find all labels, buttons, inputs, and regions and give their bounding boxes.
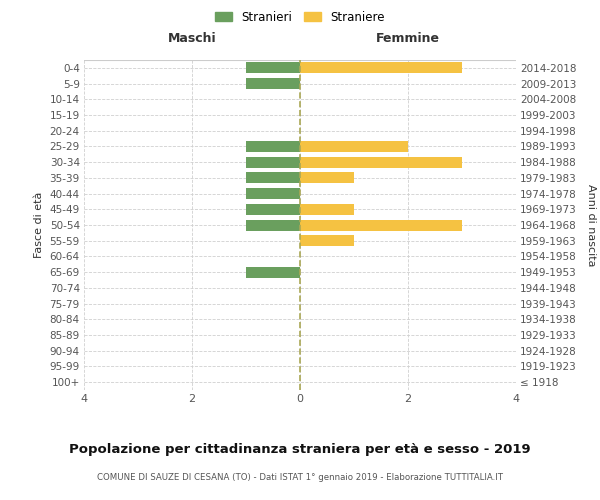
Bar (246, 141, 300, 152)
Y-axis label: Anni di nascita: Anni di nascita (586, 184, 596, 266)
Text: COMUNE DI SAUZE DI CESANA (TO) - Dati ISTAT 1° gennaio 2019 - Elaborazione TUTTI: COMUNE DI SAUZE DI CESANA (TO) - Dati IS… (97, 472, 503, 482)
Bar (246, 204, 300, 215)
Bar (300, 156, 462, 168)
Bar (246, 62, 300, 74)
Text: Popolazione per cittadinanza straniera per età e sesso - 2019: Popolazione per cittadinanza straniera p… (69, 442, 531, 456)
Legend: Stranieri, Straniere: Stranieri, Straniere (211, 6, 389, 28)
Bar (246, 78, 300, 89)
Bar (246, 156, 300, 168)
Bar (300, 62, 462, 74)
Bar (300, 141, 408, 152)
Bar (300, 172, 354, 184)
Bar (300, 235, 354, 246)
Text: Maschi: Maschi (167, 32, 217, 45)
Y-axis label: Fasce di età: Fasce di età (34, 192, 44, 258)
Bar (246, 266, 300, 278)
Bar (246, 172, 300, 184)
Bar (246, 188, 300, 199)
Text: Femmine: Femmine (376, 32, 440, 45)
Bar (300, 204, 354, 215)
Bar (300, 220, 462, 230)
Bar (246, 220, 300, 230)
